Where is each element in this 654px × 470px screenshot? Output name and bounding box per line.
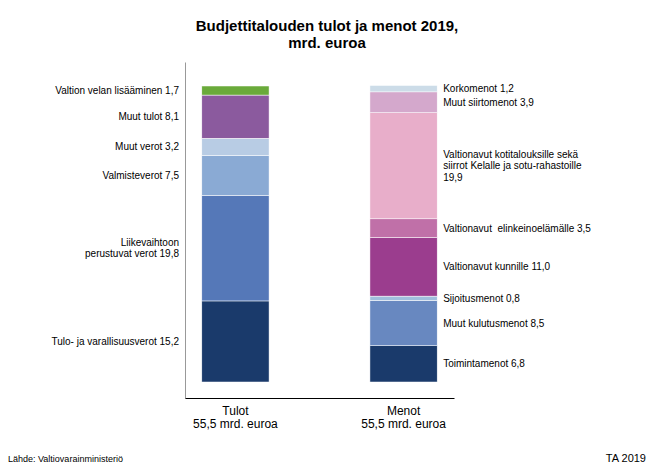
bar-segment (370, 113, 437, 219)
segment-label: Tulo- ja varallisuusverot 15,2 (52, 336, 180, 347)
segment-label: Muut verot 3,2 (115, 141, 179, 152)
title: Budjettitalouden tulot ja menot 2019,mrd… (196, 17, 459, 51)
x-tick-label: Tulot55,5 mrd. euroa (193, 404, 278, 432)
y-axis-line (185, 63, 186, 399)
bar-segment (202, 95, 269, 138)
segment-label: Valtionavut kunnille 11,0 (443, 261, 550, 272)
annotation: TA 2019 (606, 452, 646, 464)
bar-segment (202, 301, 269, 382)
segment-label: Muut kulutusmenot 8,5 (443, 318, 545, 329)
segment-labels: Tulo- ja varallisuusverot 15,2 Liikevaiht… (52, 83, 592, 369)
bar-segment (370, 300, 437, 345)
bar-segment (370, 346, 437, 382)
bar-segment (370, 219, 437, 238)
segment-label: Liikevaihtoonperustuvat verot 19,8 (85, 237, 179, 260)
bar-segment (202, 86, 269, 95)
segment-label: Valtion velan lisääminen 1,7 (55, 85, 179, 96)
bar-segment (370, 296, 437, 300)
segment-label: Muut tulot 8,1 (118, 111, 179, 122)
bar-segment (202, 155, 269, 195)
bar-segment (370, 85, 437, 91)
x-axis: Tulot55,5 mrd. euroa Menot55,5 mrd. euroa (186, 398, 455, 431)
x-tick-label: Menot55,5 mrd. euroa (361, 404, 446, 432)
x-tick: Menot55,5 mrd. euroa (361, 398, 446, 431)
bar-segment (202, 195, 269, 301)
segment-label: Muut siirtomenot 3,9 (443, 97, 534, 108)
segment-label: Korkomenot 1,2 (443, 83, 514, 94)
segment-label: Valtionavut kotitalouksille sekäsiirrot … (443, 149, 582, 183)
segment-label: Toimintamenot 6,8 (443, 358, 525, 369)
segment-label: Valtionavut elinkeinoelämälle 3,5 (443, 223, 591, 234)
bar-segment (202, 138, 269, 155)
x-tick: Tulot55,5 mrd. euroa (193, 398, 278, 431)
chart: Tulot55,5 mrd. euroa Menot55,5 mrd. euroa… (0, 0, 654, 470)
bar-segment (370, 237, 437, 296)
segment-label: Valmisteverot 7,5 (102, 170, 179, 181)
annotation: Lähde: Valtiovarainministeriö (8, 454, 123, 464)
bar-segment (370, 92, 437, 113)
bars (202, 85, 437, 382)
y-axis (185, 63, 186, 399)
segment-label: Sijoitusmenot 0,8 (443, 293, 520, 304)
x-axis-line (186, 398, 455, 399)
